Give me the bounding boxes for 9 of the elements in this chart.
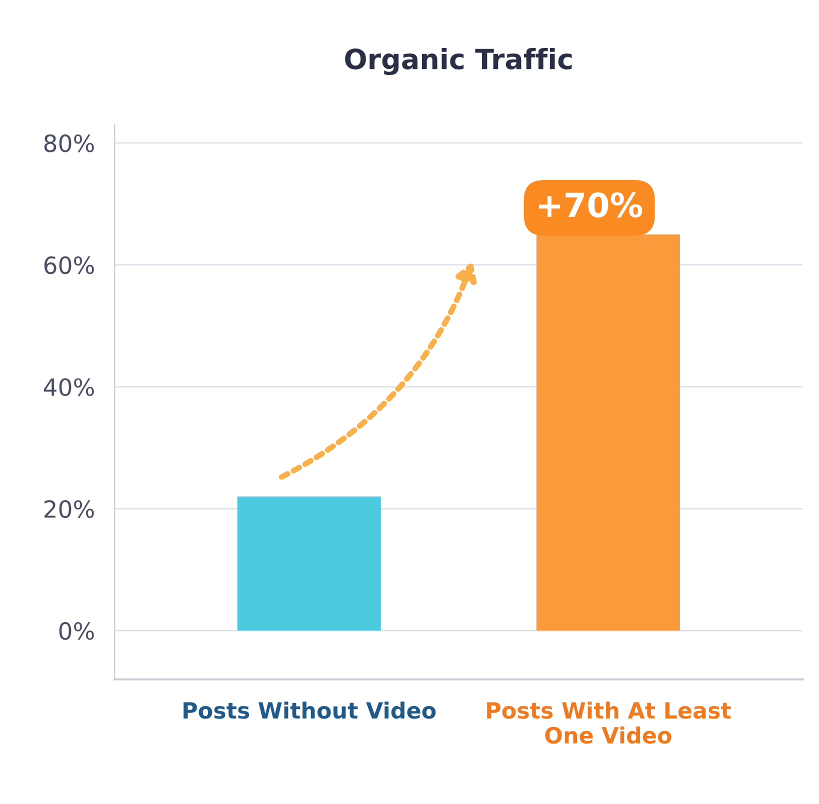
- y-tick-label: 60%: [44, 256, 94, 274]
- annotation: +70%: [539, 192, 642, 218]
- y-tick-label: 80%: [44, 134, 94, 152]
- x-tick-label: Posts Without Video: [184, 702, 436, 719]
- y-tick-label: 0%: [59, 622, 94, 640]
- y-tick-label: 20%: [44, 500, 94, 518]
- y-tick-label: 40%: [44, 378, 94, 396]
- x-tick-label: Posts With At Least One Video: [487, 702, 731, 744]
- chart-title: Organic Traffic: [345, 48, 572, 76]
